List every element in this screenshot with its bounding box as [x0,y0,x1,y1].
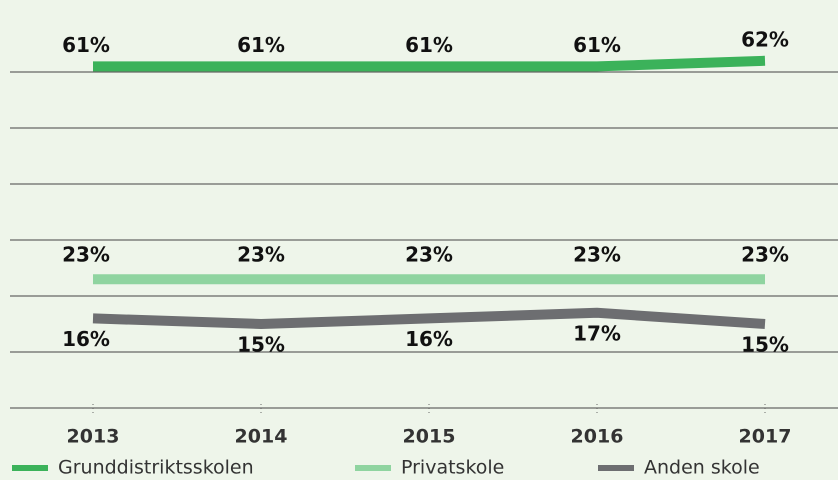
legend-swatch [12,465,48,471]
legend-label: Anden skole [644,457,760,479]
legend-swatch [598,465,634,471]
data-label: 16% [405,327,453,351]
data-label: 17% [573,321,621,345]
data-label: 23% [237,243,285,267]
legend-label: Grunddistriktsskolen [58,457,254,479]
legend-swatch [355,465,391,471]
data-label: 23% [62,243,110,267]
data-label: 15% [741,333,789,357]
data-label: 61% [573,33,621,57]
data-label: 23% [405,243,453,267]
series-line [93,55,766,72]
x-tick-label: 2016 [571,426,624,448]
data-label: 61% [237,33,285,57]
x-tick-label: 2014 [235,426,288,448]
data-label: 16% [62,327,110,351]
x-tick-label: 2017 [739,426,792,448]
data-label: 61% [62,33,110,57]
data-label: 23% [573,243,621,267]
data-label: 15% [237,333,285,357]
x-tick-label: 2013 [67,426,120,448]
data-label: 23% [741,243,789,267]
data-label: 62% [741,27,789,51]
x-tick-label: 2015 [403,426,456,448]
data-label: 61% [405,33,453,57]
legend-label: Privatskole [401,457,504,479]
series-line [92,307,766,330]
